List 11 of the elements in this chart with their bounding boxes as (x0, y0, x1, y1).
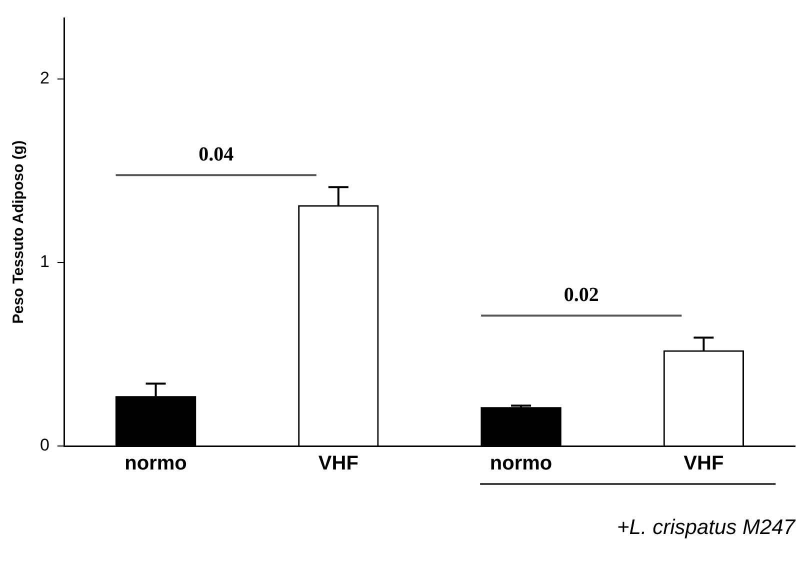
text: +L. crispatus M247 (616, 516, 796, 539)
x-tick-label: normo (490, 452, 552, 475)
x-tick-label: VHF (318, 452, 358, 475)
x-tick-label: VHF (684, 452, 724, 475)
y-axis-title: Peso Tessuto Adiposo (g) (10, 140, 28, 324)
x-tick-label: normo (124, 452, 187, 475)
y-tick-label: 2 (40, 68, 50, 88)
y-tick-label: 0 (40, 436, 50, 455)
y-tick-label: 1 (40, 252, 50, 272)
annotation: 0.04 (198, 143, 234, 166)
annotation: 0.02 (564, 284, 599, 306)
